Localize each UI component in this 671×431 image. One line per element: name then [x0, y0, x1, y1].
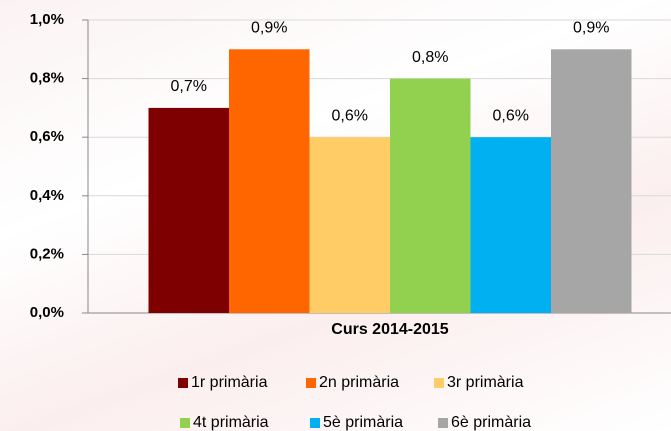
y-tick-label: 0,2%: [30, 245, 64, 262]
y-tick-label: 0,0%: [30, 304, 64, 321]
value-label: 0,9%: [251, 20, 287, 37]
legend-label: 2n primària: [319, 374, 399, 391]
legend-swatch: [306, 378, 316, 388]
bar: [390, 78, 471, 313]
value-label: 0,6%: [493, 107, 529, 124]
bar: [470, 137, 551, 313]
legend-label: 4t primària: [193, 414, 269, 431]
bar: [551, 49, 632, 314]
legend-swatch: [180, 418, 190, 428]
x-tick-label: Curs 2014-2015: [331, 321, 449, 338]
legend-swatch: [178, 378, 188, 388]
legend-label: 5è primària: [323, 414, 403, 431]
value-label: 0,9%: [573, 20, 609, 37]
value-label: 0,6%: [332, 107, 368, 124]
y-tick-label: 1,0%: [30, 11, 64, 28]
legend-swatch: [434, 378, 444, 388]
legend-label: 1r primària: [191, 374, 268, 391]
bar: [148, 107, 229, 314]
legend-swatch: [438, 418, 448, 428]
legend-label: 6è primària: [451, 414, 531, 431]
y-tick-label: 0,8%: [30, 70, 64, 87]
y-tick-label: 0,6%: [30, 128, 64, 145]
value-label: 0,8%: [412, 49, 448, 66]
legend-swatch: [310, 418, 320, 428]
y-tick-label: 0,4%: [30, 187, 64, 204]
legend-label: 3r primària: [447, 374, 524, 391]
bar: [229, 49, 310, 314]
value-label: 0,7%: [171, 78, 207, 95]
bar: [309, 137, 390, 313]
